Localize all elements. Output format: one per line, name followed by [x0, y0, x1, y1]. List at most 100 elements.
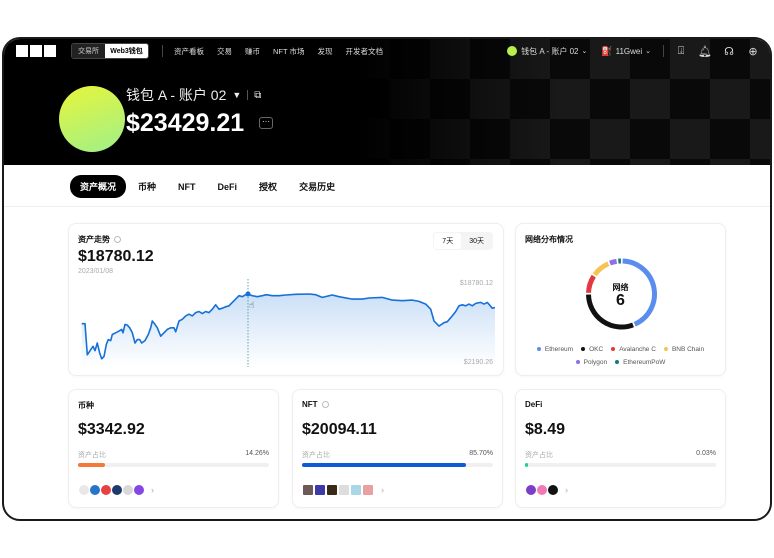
tab-approvals[interactable]: 授权: [259, 182, 278, 192]
nav-item[interactable]: 开发者文档: [345, 47, 384, 56]
mode-toggle[interactable]: 交易所 Web3钱包: [71, 43, 149, 59]
tab-nft[interactable]: NFT: [178, 181, 196, 192]
range-selector: 7天 30天: [433, 232, 493, 250]
hover-point[interactable]: [245, 291, 251, 297]
share-bar: [525, 463, 716, 467]
summary-card[interactable]: NFT $20094.11 资产占比 85.70% ›: [292, 389, 503, 508]
tab-defi[interactable]: DeFi: [217, 181, 238, 192]
summary-card[interactable]: DeFi $8.49 资产占比 0.03% ›: [515, 389, 726, 508]
gas-selector[interactable]: 11Gwei: [615, 46, 643, 56]
headset-icon[interactable]: ☊: [724, 45, 734, 58]
okx-logo[interactable]: [16, 45, 56, 57]
asset-icon: [350, 484, 362, 496]
legend-dot: [575, 360, 580, 365]
info-icon[interactable]: [321, 401, 329, 409]
card-title: DeFi: [525, 400, 542, 409]
range-30d[interactable]: 30天: [469, 238, 484, 245]
share-value: 14.26%: [245, 450, 269, 457]
card-title-text: NFT: [302, 400, 318, 409]
trend-chart[interactable]: ☝: [69, 224, 505, 377]
card-title: 币种: [78, 400, 94, 411]
share-label: 资产占比: [302, 452, 330, 459]
toggle-web3-wallet[interactable]: Web3钱包: [105, 44, 148, 58]
donut-slice[interactable]: [622, 258, 657, 327]
legend-item: Polygon: [575, 359, 608, 366]
donut-slice[interactable]: [592, 261, 610, 277]
chevron-right-icon[interactable]: ›: [564, 484, 576, 496]
trend-value: $18780.12: [78, 248, 154, 265]
chevron-right-icon[interactable]: ›: [150, 484, 162, 496]
asset-icon: [302, 484, 314, 496]
asset-icons[interactable]: ›: [302, 484, 392, 496]
info-icon[interactable]: [114, 236, 121, 244]
caret-down-icon[interactable]: ▼: [232, 90, 242, 100]
trend-date: 2023/01/08: [78, 268, 114, 275]
card-title: NFT: [302, 400, 329, 409]
card-title: 资产走势: [78, 234, 121, 245]
chevron-down-icon: ⌄: [581, 48, 588, 55]
card-value: $20094.11: [302, 421, 377, 438]
globe-icon[interactable]: ⊕: [748, 45, 758, 58]
network-card: 网络分布情况 网络 6 Ethereum OKC Avalanche C BNB Ch…: [515, 223, 726, 376]
legend-label: BNB Chain: [671, 346, 705, 353]
bell-icon[interactable]: 🔔︎: [698, 45, 712, 58]
donut-slice[interactable]: [586, 294, 634, 330]
nav-item[interactable]: 资产看板: [174, 47, 204, 56]
copy-icon[interactable]: ⧉: [254, 89, 262, 101]
account-selector[interactable]: 钱包 A - 账户 02: [521, 46, 579, 56]
tab-history[interactable]: 交易历史: [299, 182, 336, 192]
range-7d[interactable]: 7天: [434, 233, 462, 249]
legend-item: EthereumPoW: [615, 359, 665, 366]
legend-label: Polygon: [583, 359, 608, 366]
legend-dot: [615, 360, 620, 365]
legend-item: OKC: [581, 346, 603, 353]
donut-slice[interactable]: [609, 258, 618, 266]
share-bar: [302, 463, 493, 467]
divider: [4, 206, 770, 207]
chevron-down-icon: ⌄: [645, 48, 651, 55]
toggle-exchange[interactable]: 交易所: [72, 44, 105, 58]
legend-label: OKC: [589, 346, 604, 353]
divider: [247, 90, 249, 100]
card-title-text: DeFi: [525, 400, 543, 409]
nav-item[interactable]: 发现: [317, 47, 333, 56]
share-value: 85.70%: [469, 450, 493, 457]
asset-icons[interactable]: ›: [78, 484, 162, 496]
tab-overview[interactable]: 资产概况: [70, 175, 127, 198]
asset-icon: [338, 484, 350, 496]
asset-trend-card: ☝ 资产走势 $18780.12 2023/01/08 7天 30天 $1878…: [68, 223, 504, 376]
wallet-name[interactable]: 钱包 A - 账户 02 ▼ ⧉: [126, 85, 261, 105]
share-bar-fill: [525, 463, 528, 467]
legend-dot: [663, 347, 668, 352]
download-icon[interactable]: ⍗: [677, 44, 685, 57]
top-nav: 资产看板 交易 赚币 NFT 市场 发现 开发者文档: [174, 46, 396, 57]
nav-item[interactable]: NFT 市场: [273, 47, 305, 56]
legend-label: EthereumPoW: [623, 359, 666, 366]
trend-line: [81, 293, 496, 360]
asset-icons[interactable]: ›: [525, 484, 576, 496]
min-label: $2190.26: [463, 359, 493, 366]
legend-dot: [611, 347, 616, 352]
asset-icon: [314, 484, 326, 496]
nav-item[interactable]: 赚币: [245, 47, 260, 56]
header-right: 钱包 A - 账户 02 ⌄ ⛽ 11Gwei ⌄ ⍗ 🔔︎ ☊ ⊕: [507, 44, 760, 58]
share-label: 资产占比: [525, 452, 553, 459]
network-donut: [586, 258, 657, 330]
donut-label: 网络: [612, 283, 629, 292]
wallet-avatar: [59, 86, 125, 152]
divider: [162, 45, 163, 57]
more-button[interactable]: ···: [259, 117, 273, 129]
app-window: 交易所 Web3钱包 资产看板 交易 赚币 NFT 市场 发现 开发者文档 钱包…: [2, 37, 772, 521]
tab-tokens[interactable]: 币种: [138, 182, 157, 192]
summary-card[interactable]: 币种 $3342.92 资产占比 14.26% ›: [68, 389, 279, 508]
legend-dot: [581, 347, 586, 352]
legend-item: BNB Chain: [663, 346, 705, 353]
chevron-right-icon[interactable]: ›: [380, 484, 392, 496]
nav-item[interactable]: 交易: [217, 47, 232, 56]
wallet-total: $23429.21: [126, 109, 245, 137]
area-fill: [81, 294, 496, 367]
asset-icon: [362, 484, 374, 496]
header: 交易所 Web3钱包 资产看板 交易 赚币 NFT 市场 发现 开发者文档 钱包…: [4, 39, 770, 165]
asset-icon: [547, 484, 559, 496]
donut-slice[interactable]: [586, 274, 596, 294]
